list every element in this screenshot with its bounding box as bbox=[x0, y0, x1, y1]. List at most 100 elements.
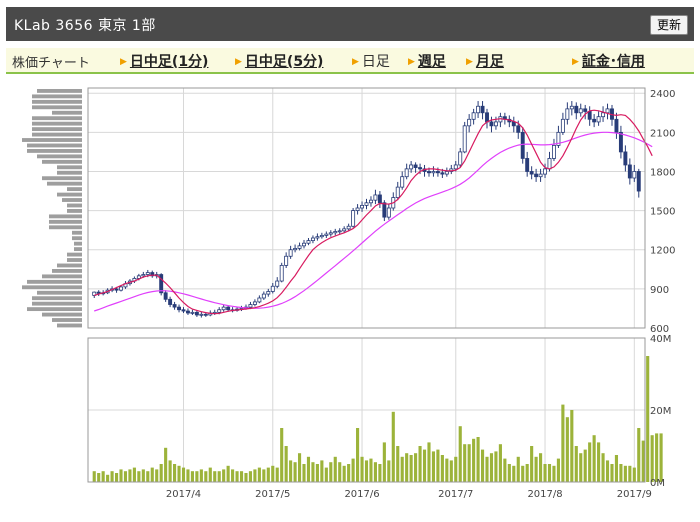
volume-profile-bar bbox=[32, 296, 82, 301]
volume-profile-bar bbox=[47, 181, 82, 186]
candle-body bbox=[618, 131, 623, 153]
nav-margin-credit[interactable]: ▶ 証金･信用 bbox=[572, 54, 645, 70]
candle-body bbox=[248, 304, 253, 308]
candle-body bbox=[601, 112, 606, 118]
volume-bar bbox=[360, 456, 364, 482]
candle-body bbox=[333, 231, 338, 234]
volume-profile-bar bbox=[49, 214, 82, 219]
nav-daily: ▶ 日足 bbox=[352, 54, 390, 70]
volume-profile-bar bbox=[72, 230, 82, 235]
price-axis-tick-label: 2400 bbox=[650, 89, 675, 100]
volume-bar bbox=[387, 460, 391, 482]
candle-body bbox=[489, 121, 494, 127]
candle-body bbox=[177, 306, 181, 311]
volume-bar bbox=[356, 428, 360, 482]
nav-intraday-5min[interactable]: ▶ 日中足(5分) bbox=[235, 54, 324, 70]
volume-bar bbox=[150, 467, 154, 482]
volume-bar bbox=[217, 471, 221, 482]
nav-monthly[interactable]: ▶ 月足 bbox=[466, 54, 504, 70]
volume-profile-bar bbox=[27, 307, 82, 312]
volume-bar bbox=[280, 428, 284, 482]
volume-bar bbox=[601, 453, 605, 482]
volume-profile-bar bbox=[57, 192, 82, 197]
volume-bar bbox=[561, 404, 565, 482]
volume-profile-bar bbox=[57, 323, 82, 328]
volume-bar bbox=[364, 460, 369, 482]
arrow-right-icon: ▶ bbox=[572, 57, 579, 67]
candle-body bbox=[525, 158, 530, 172]
candle-body bbox=[324, 233, 329, 236]
volume-bar bbox=[351, 458, 355, 482]
candle-body bbox=[310, 237, 315, 242]
candle-body bbox=[279, 264, 284, 282]
candle-body bbox=[529, 171, 534, 175]
candle-body bbox=[190, 311, 195, 314]
candle-body bbox=[319, 234, 324, 238]
volume-bar bbox=[338, 462, 342, 482]
candle-body bbox=[444, 171, 449, 175]
candle-body bbox=[194, 311, 199, 316]
volume-profile-bar bbox=[74, 247, 82, 252]
arrow-right-icon: ▶ bbox=[352, 57, 359, 67]
volume-profile-bar bbox=[32, 105, 82, 110]
volume-profile-bar bbox=[52, 318, 82, 322]
volume-profile-bar bbox=[32, 127, 82, 132]
candle-body bbox=[364, 202, 369, 206]
volume-profile-bar bbox=[27, 149, 82, 153]
volume-bar bbox=[155, 469, 159, 482]
volume-bar bbox=[208, 467, 212, 482]
volume-bar bbox=[119, 469, 123, 482]
candle-body bbox=[614, 118, 619, 133]
volume-profile-bar bbox=[57, 170, 82, 175]
volume-profile-bar bbox=[27, 279, 82, 284]
candle-body bbox=[145, 272, 150, 275]
volume-bar bbox=[512, 465, 516, 482]
candle-body bbox=[261, 293, 266, 299]
volume-bar bbox=[637, 428, 641, 482]
candle-body bbox=[284, 255, 289, 266]
stock-title: KLab 3656 東京 1部 bbox=[14, 18, 156, 34]
volume-bar bbox=[106, 474, 110, 482]
volume-bar bbox=[641, 440, 645, 482]
volume-profile-bar bbox=[42, 274, 82, 279]
refresh-button[interactable]: 更新 bbox=[649, 15, 688, 35]
candle-body bbox=[569, 105, 574, 110]
volume-bar bbox=[534, 456, 538, 482]
candle-body bbox=[511, 121, 516, 127]
candle-body bbox=[96, 291, 101, 294]
candle-body bbox=[297, 245, 302, 249]
volume-bar bbox=[570, 410, 574, 482]
volume-profile-bar bbox=[32, 301, 82, 306]
candle-body bbox=[342, 228, 347, 232]
volume-bar bbox=[530, 446, 534, 482]
volume-bar bbox=[186, 469, 190, 482]
volume-bar bbox=[222, 469, 226, 482]
volume-bar bbox=[199, 469, 203, 482]
volume-bar bbox=[226, 465, 230, 482]
price-axis-tick-label: 1800 bbox=[650, 167, 675, 178]
candle-body bbox=[203, 313, 208, 316]
nav-intraday-1min[interactable]: ▶ 日中足(1分) bbox=[120, 54, 209, 70]
candle-body bbox=[462, 125, 467, 153]
volume-bar bbox=[632, 467, 636, 482]
candle-body bbox=[328, 232, 333, 235]
volume-bar bbox=[141, 469, 145, 482]
volume-bar bbox=[605, 460, 610, 482]
volume-bar bbox=[329, 462, 333, 482]
volume-bar bbox=[449, 460, 453, 482]
candle-body bbox=[458, 151, 463, 166]
nav-weekly[interactable]: ▶ 週足 bbox=[408, 54, 446, 70]
candle-body bbox=[493, 121, 498, 127]
volume-bar bbox=[378, 464, 382, 482]
candle-body bbox=[395, 186, 400, 198]
candle-body bbox=[315, 236, 320, 239]
candle-body bbox=[270, 285, 275, 292]
volume-bar bbox=[628, 465, 632, 482]
volume-bar bbox=[623, 465, 627, 482]
volume-profile-bar bbox=[67, 209, 82, 213]
candle-body bbox=[257, 297, 262, 303]
price-axis-tick-label: 900 bbox=[650, 285, 669, 296]
price-axis-tick-label: 2100 bbox=[650, 128, 675, 139]
volume-profile-bar bbox=[32, 116, 82, 121]
volume-bar bbox=[333, 456, 337, 482]
